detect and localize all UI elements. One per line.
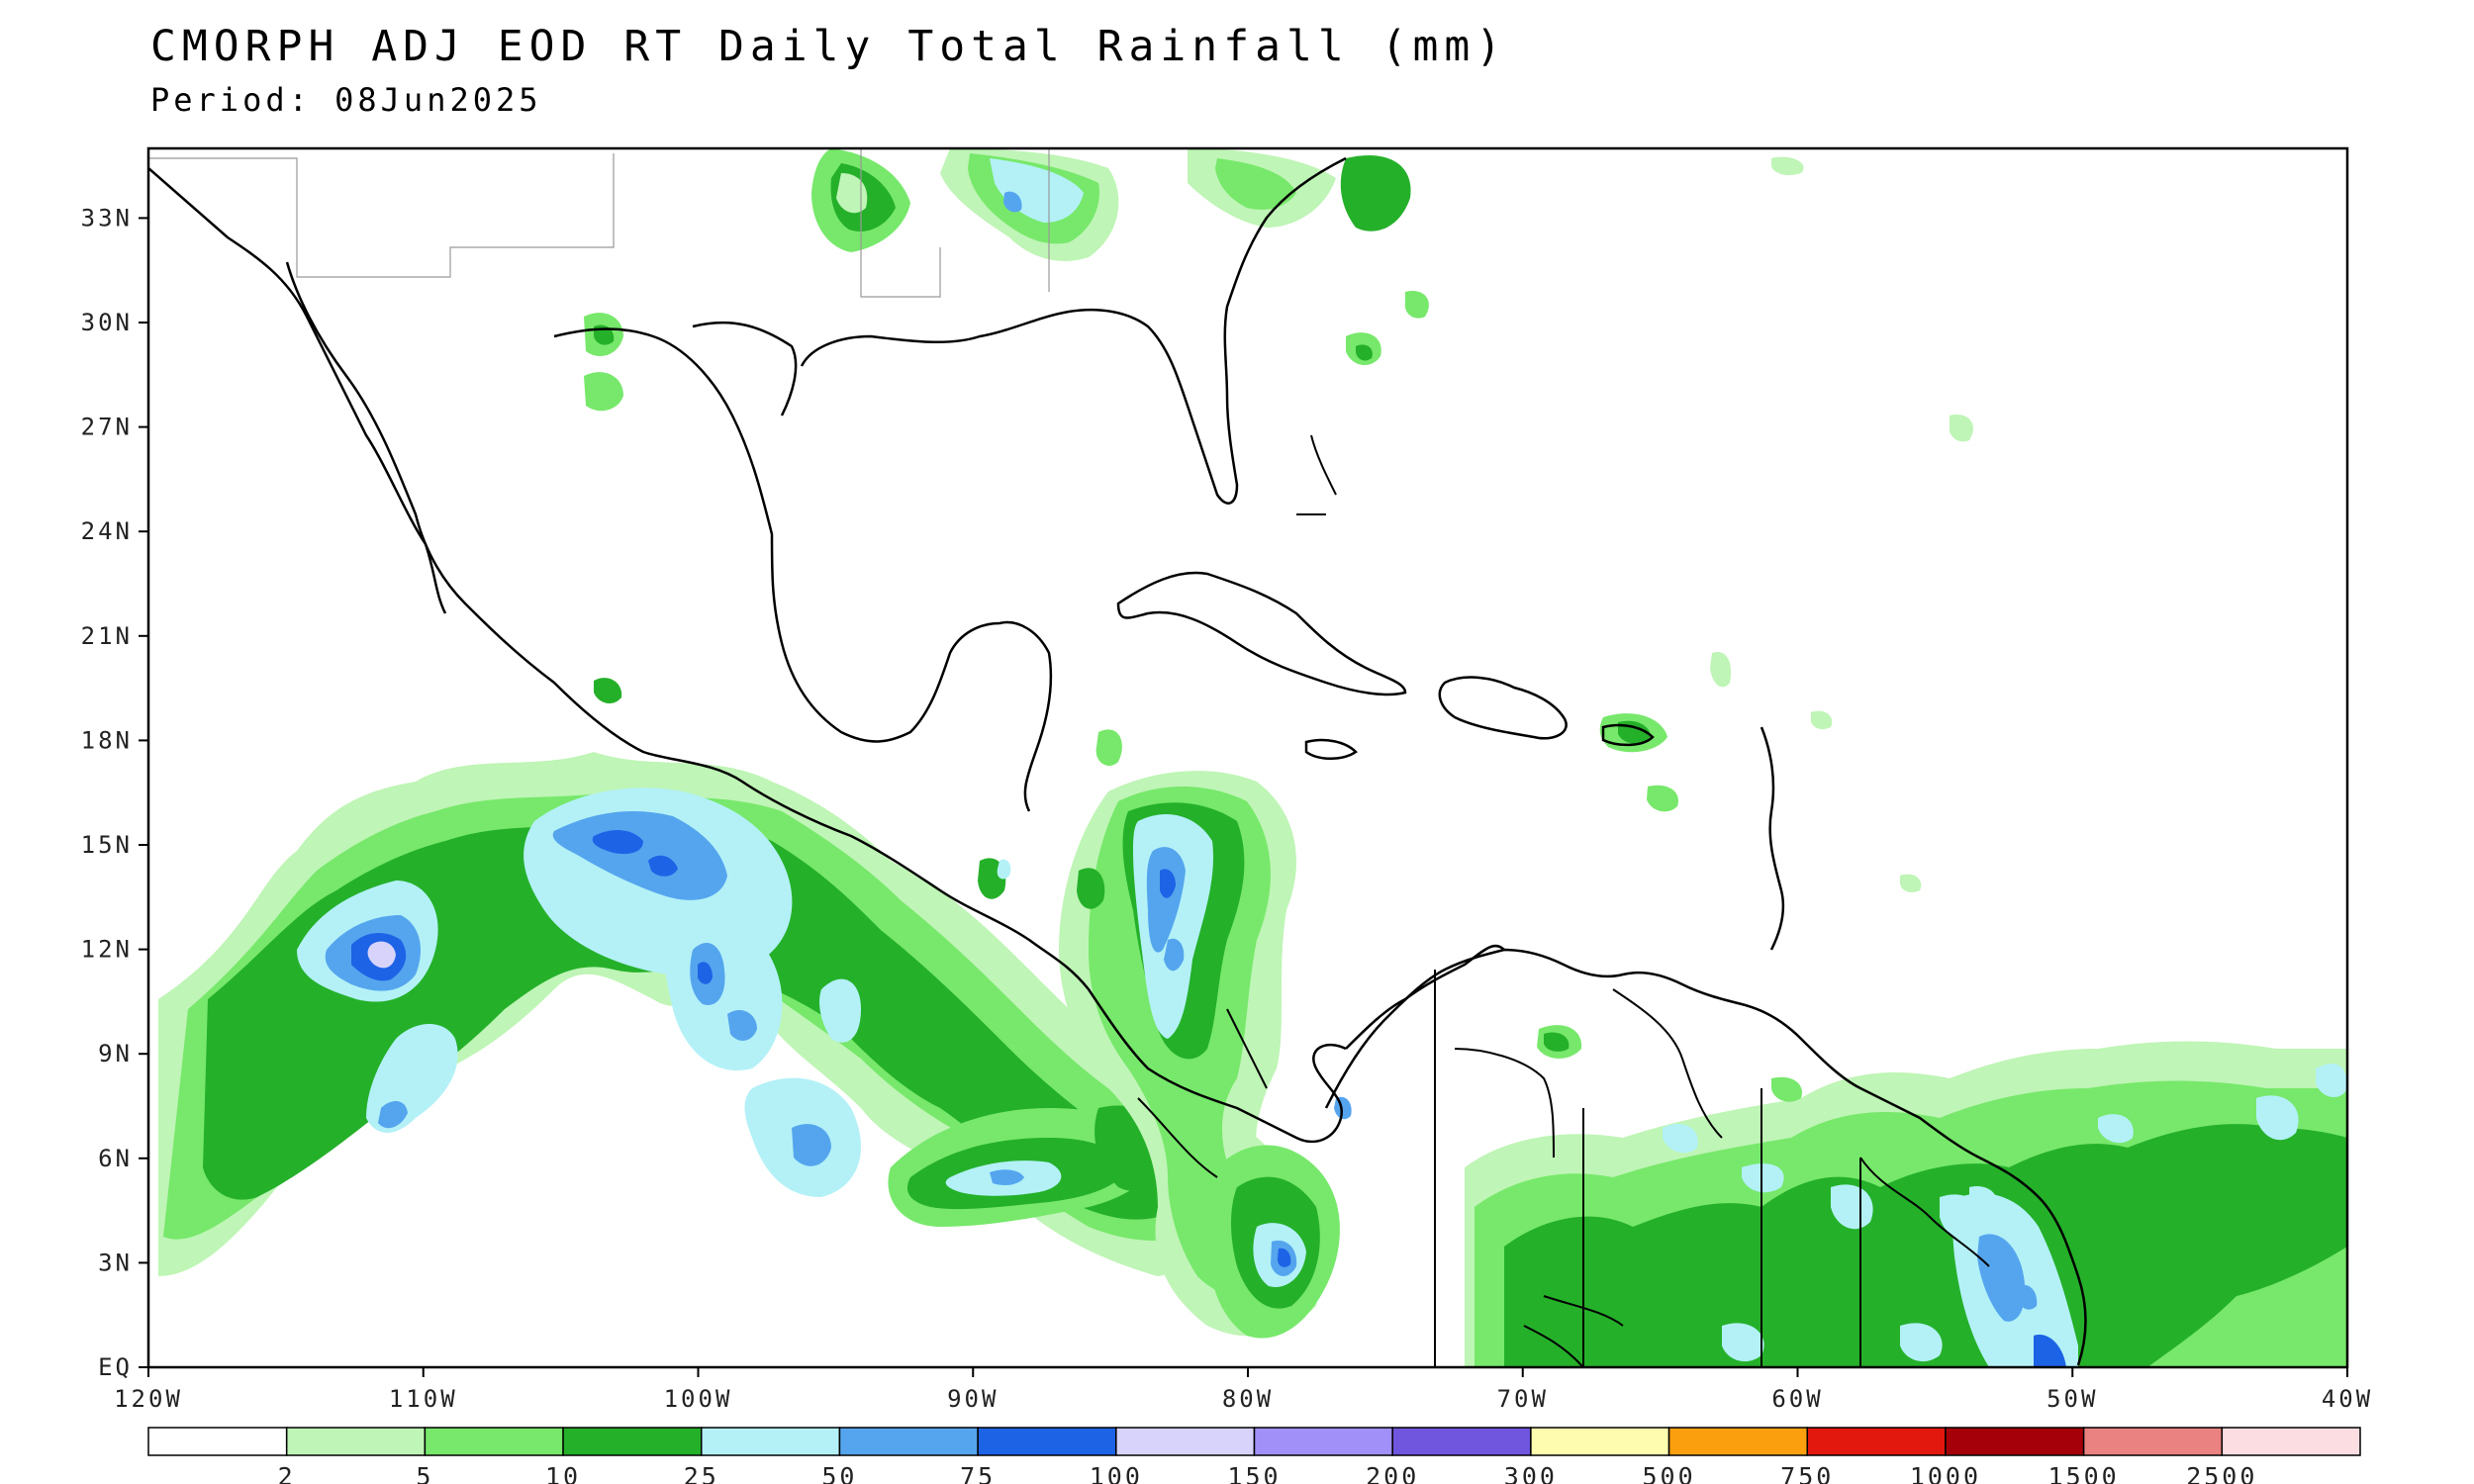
rain-central-america [978, 729, 1318, 1337]
rain-cell-110w-13n [297, 881, 458, 1133]
lat-tick-label: 33N [81, 204, 133, 232]
legend-swatch [2221, 1427, 2361, 1456]
legend-swatch [562, 1427, 703, 1456]
legend-swatch [1253, 1427, 1393, 1456]
legend-label: 25 [684, 1462, 719, 1484]
lat-tick-label: 18N [81, 726, 133, 754]
lon-tick-label: 70W [1497, 1385, 1549, 1413]
lat-tick-label: 9N [98, 1040, 133, 1067]
lon-tick-label: 100W [664, 1385, 733, 1413]
lat-tick-label: 27N [81, 414, 133, 441]
map-title: CMORPH ADJ EOD RT Daily Total Rainfall (… [150, 22, 1508, 71]
rain-south-america [1465, 1041, 2347, 1367]
legend-swatch [1530, 1427, 1670, 1456]
rain-colombia-coast [1207, 1096, 1352, 1339]
legend-swatch [2082, 1427, 2224, 1456]
legend-swatch [424, 1427, 564, 1456]
legend-label: 300 [1504, 1462, 1558, 1484]
legend-label: 1500 [2048, 1462, 2120, 1484]
rain-cell-88w-6n [888, 1105, 1168, 1227]
legend-label: 2500 [2186, 1462, 2257, 1484]
lat-tick-label: 6N [98, 1145, 133, 1172]
legend-label: 100 [1090, 1462, 1143, 1484]
color-legend: 2 5 10 25 50 75 100 150 200 300 500 750 1000 1500 2500 [147, 1427, 2361, 1484]
lon-tick-label: 40W [2322, 1385, 2373, 1413]
legend-label: 150 [1227, 1462, 1281, 1484]
lat-tick-label: 24N [81, 517, 133, 545]
legend-label: 5 [416, 1462, 433, 1484]
legend-label: 75 [960, 1462, 996, 1484]
legend-label: 500 [1642, 1462, 1695, 1484]
lat-tick-label: 21N [81, 622, 133, 650]
legend-swatch [1391, 1427, 1532, 1456]
legend-swatch [1806, 1427, 1947, 1456]
legend-label: 750 [1780, 1462, 1834, 1484]
rain-cell-95w-10n [744, 978, 861, 1197]
lat-tick-label: 15N [81, 831, 133, 859]
lon-tick-label: 110W [389, 1385, 458, 1413]
legend-label: 50 [821, 1462, 857, 1484]
legend-swatch [147, 1427, 288, 1456]
lon-tick-label: 50W [2046, 1385, 2098, 1413]
legend-label: 2 [278, 1462, 296, 1484]
legend-swatch [285, 1427, 427, 1456]
rain-cell-103w-15n [523, 788, 793, 1070]
legend-swatch [1115, 1427, 1256, 1456]
lon-tick-label: 90W [947, 1385, 999, 1413]
legend-swatch [1667, 1427, 1808, 1456]
longitude-axis: 120W 110W 100W 90W 80W 70W 60W 50W 40W [114, 1367, 2373, 1413]
legend-label: 1000 [1910, 1462, 1981, 1484]
lat-tick-label: 30N [81, 309, 133, 336]
lon-tick-label: 80W [1222, 1385, 1274, 1413]
legend-swatch [977, 1427, 1117, 1456]
lat-tick-label: 12N [81, 936, 133, 964]
precipitation-layer [158, 148, 2347, 1367]
legend-swatch [838, 1427, 979, 1456]
legend-label: 200 [1366, 1462, 1419, 1484]
legend-label: 10 [545, 1462, 581, 1484]
lat-tick-label: EQ [98, 1353, 133, 1381]
coastlines [148, 148, 2087, 1367]
legend-swatch [1945, 1427, 2085, 1456]
period-label: Period: 08Jun2025 [150, 81, 542, 119]
legend-swatch [701, 1427, 841, 1456]
latitude-axis: 33N 30N 27N 24N 21N 18N 15N 12N 9N 6N 3N EQ [81, 204, 148, 1381]
lon-tick-label: 120W [114, 1385, 183, 1413]
lon-tick-label: 60W [1771, 1385, 1823, 1413]
lat-tick-label: 3N [98, 1249, 133, 1276]
